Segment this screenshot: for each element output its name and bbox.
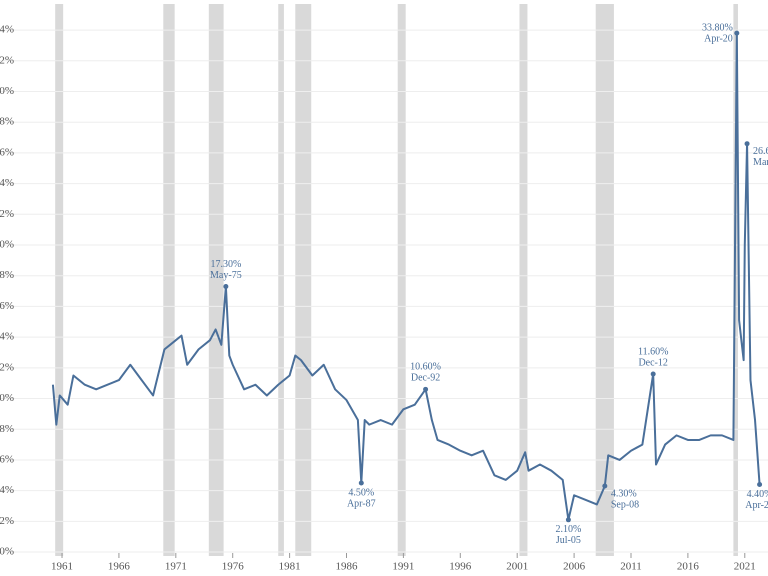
- y-tick-label: 34%: [0, 24, 14, 36]
- annotation-value: 26.60%: [753, 146, 768, 157]
- annotation-point: [734, 30, 740, 36]
- annotation-value: 4.40%: [747, 489, 768, 500]
- annotation-point: [358, 480, 364, 486]
- annotation-value: 33.80%: [702, 22, 733, 33]
- annotation-value: 17.30%: [210, 259, 241, 270]
- y-tick-label: 20%: [0, 239, 14, 251]
- annotation-date: Jul-05: [556, 535, 581, 546]
- recession-band: [397, 4, 406, 556]
- annotation-date: Apr-87: [347, 498, 376, 509]
- y-tick-label: 24%: [0, 177, 14, 189]
- recession-band: [595, 4, 614, 556]
- x-tick-label: 2006: [563, 561, 586, 573]
- x-tick-label: 1971: [165, 561, 187, 573]
- y-tick-label: 0%: [0, 546, 14, 558]
- annotation-date: Mar-21: [753, 157, 768, 168]
- recession-band: [519, 4, 528, 556]
- y-tick-label: 12%: [0, 361, 14, 373]
- annotation-point: [565, 517, 571, 523]
- annotation-value: 2.10%: [555, 524, 581, 535]
- x-tick-label: 1966: [108, 561, 131, 573]
- annotation-value: 4.30%: [611, 488, 637, 499]
- x-tick-label: 2021: [734, 561, 756, 573]
- y-tick-label: 30%: [0, 85, 14, 97]
- annotation-point: [650, 371, 656, 377]
- y-tick-label: 18%: [0, 269, 14, 281]
- annotation-point: [223, 283, 229, 289]
- annotation-date: Dec-92: [411, 373, 440, 384]
- y-tick-label: 26%: [0, 146, 14, 158]
- recession-band: [295, 4, 312, 556]
- annotation-point: [757, 482, 763, 488]
- annotation-date: Apr-22: [745, 500, 768, 511]
- recession-band: [163, 4, 175, 556]
- annotation-point: [423, 386, 429, 392]
- annotation-date: Sep-08: [611, 499, 639, 510]
- series-line: [51, 32, 761, 521]
- x-tick-label: 2011: [620, 561, 642, 573]
- y-tick-label: 14%: [0, 331, 14, 343]
- y-tick-label: 6%: [0, 453, 14, 465]
- x-tick-label: 1976: [222, 561, 245, 573]
- y-tick-label: 4%: [0, 484, 14, 496]
- annotation-value: 4.50%: [348, 487, 374, 498]
- x-tick-label: 1961: [51, 561, 73, 573]
- x-tick-label: 1996: [449, 561, 472, 573]
- x-tick-label: 1981: [279, 561, 301, 573]
- annotation-value: 10.60%: [410, 362, 441, 373]
- annotation-date: Apr-20: [704, 33, 733, 44]
- y-tick-label: 28%: [0, 116, 14, 128]
- x-tick-label: 2001: [506, 561, 528, 573]
- recession-band: [208, 4, 224, 556]
- annotation-value: 11.60%: [638, 346, 668, 357]
- y-tick-label: 16%: [0, 300, 14, 312]
- annotation-date: Dec-12: [638, 357, 667, 368]
- y-tick-label: 8%: [0, 423, 14, 435]
- y-tick-label: 2%: [0, 515, 14, 527]
- recession-band: [278, 4, 284, 556]
- annotation-point: [602, 483, 608, 489]
- y-tick-label: 22%: [0, 208, 14, 220]
- annotation-point: [744, 141, 750, 147]
- y-tick-label: 32%: [0, 54, 14, 66]
- x-tick-label: 1991: [392, 561, 414, 573]
- annotation-date: May-75: [210, 270, 242, 281]
- x-tick-label: 2016: [677, 561, 700, 573]
- y-tick-label: 10%: [0, 392, 14, 404]
- x-tick-label: 1986: [336, 561, 359, 573]
- recession-band: [55, 4, 64, 556]
